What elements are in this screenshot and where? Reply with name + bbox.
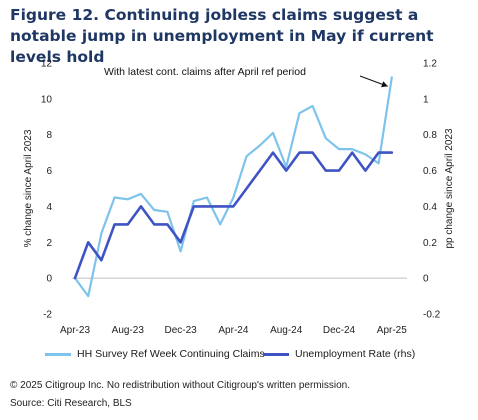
series-layer [73,76,394,298]
y-left-tick-label: -2 [43,310,52,321]
y-right-tick-label: 0.8 [423,130,437,141]
y-left-tick-label: 4 [46,202,52,213]
legend-label-unemployment: Unemployment Rate (rhs) [295,348,416,360]
annotation-text: With latest cont. claims after April ref… [104,66,306,78]
y-right-axis-title: pp change since April 2023 [444,128,455,249]
chart: -2 0 2 4 6 8 10 12 -0.2 0 0.2 0.4 0.6 0.8 1 1.2 Apr-23 Au… [23,59,455,337]
series-line-unemployment [73,151,394,280]
y-right-tick-label: 1.2 [423,59,437,70]
source-note: Source: Citi Research, BLS [10,398,132,409]
annotation-arrow-head [381,81,388,88]
legend-item-unemployment: Unemployment Rate (rhs) [263,348,415,360]
x-tick-label: Dec-23 [164,325,197,336]
series-line-claims [73,76,393,298]
legend: HH Survey Ref Week Continuing Claims Une… [45,348,465,364]
x-tick-label: Aug-23 [112,325,145,336]
y-left-tick-label: 8 [46,130,52,141]
x-tick-label: Apr-25 [377,325,407,336]
x-tick-label: Dec-24 [323,325,356,336]
x-tick-label: Apr-24 [218,325,248,336]
y-right-tick-label: 0.2 [423,238,437,249]
y-right-tick-label: 0.4 [423,202,437,213]
copyright-note: © 2025 Citigroup Inc. No redistribution … [10,380,350,391]
legend-item-claims: HH Survey Ref Week Continuing Claims [45,348,265,360]
y-left-tick-label: 10 [41,94,53,105]
y-left-axis-title: % change since April 2023 [23,129,34,247]
y-left-tick-label: 6 [46,166,52,177]
y-right-tick-label: 1 [423,94,429,105]
legend-label-claims: HH Survey Ref Week Continuing Claims [77,348,265,360]
y-left-tick-label: 2 [46,238,52,249]
y-right-tick-label: -0.2 [423,310,441,321]
legend-swatch-claims [45,352,71,356]
chart-title: Figure 12. Continuing jobless claims sug… [10,6,434,66]
x-tick-label: Apr-23 [60,325,90,336]
x-tick-label: Aug-24 [270,325,303,336]
labels-layer: -2 0 2 4 6 8 10 12 -0.2 0 0.2 0.4 0.6 0.8 1 1.2 Apr-23 Au… [23,59,455,337]
y-right-tick-label: 0.6 [423,166,437,177]
legend-swatch-unemployment [263,352,289,356]
y-left-tick-label: 0 [46,274,52,285]
y-right-tick-label: 0 [423,274,429,285]
y-left-tick-label: 12 [41,59,53,70]
